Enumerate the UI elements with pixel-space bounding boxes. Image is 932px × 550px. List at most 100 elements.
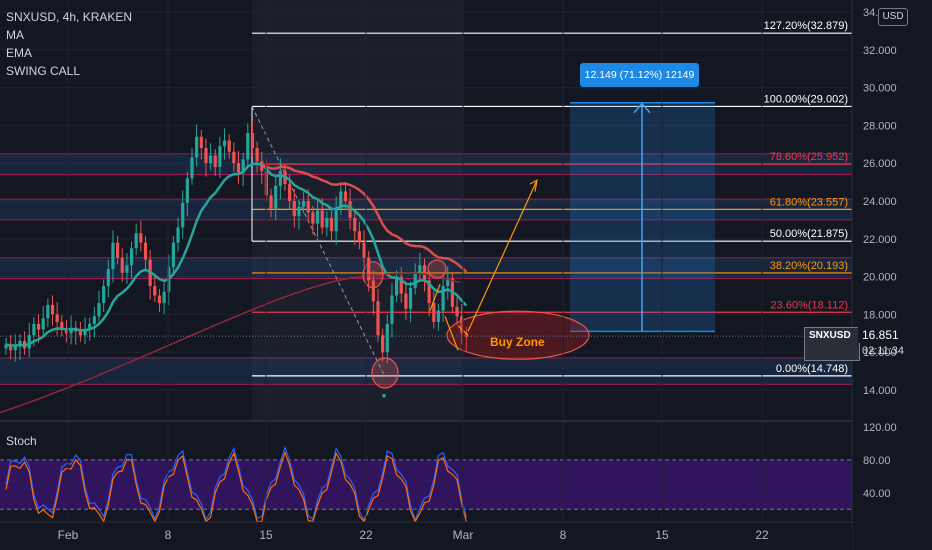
- candle-body: [213, 155, 217, 167]
- candle-body: [288, 183, 292, 201]
- candle-body: [153, 286, 157, 296]
- price-axis-tick: 26.000: [863, 158, 897, 170]
- candle-body: [292, 201, 296, 217]
- candle-body: [255, 148, 259, 162]
- candle-body: [246, 132, 250, 160]
- candle-body: [185, 178, 189, 203]
- candle-body: [83, 329, 87, 336]
- candle-body: [227, 140, 231, 152]
- candle-body: [334, 208, 338, 232]
- candle-body: [218, 146, 222, 167]
- chart-legend: SNXUSD, 4h, KRAKEN MA EMA SWING CALL: [6, 8, 132, 80]
- currency-badge[interactable]: USD: [878, 8, 908, 26]
- candle-body: [390, 295, 394, 324]
- candle-body: [418, 265, 422, 273]
- stoch-legend[interactable]: Stoch: [6, 434, 37, 448]
- buy-zone-label: Buy Zone: [490, 335, 545, 349]
- candle-body: [36, 323, 41, 330]
- price-axis-tick: 16.000: [863, 347, 897, 359]
- candle-body: [32, 323, 36, 336]
- candle-body: [190, 157, 194, 179]
- indicator-ma[interactable]: MA: [6, 28, 24, 42]
- candle-body: [50, 304, 55, 315]
- price-axis-tick: 22.000: [863, 234, 897, 246]
- candle-body: [302, 201, 306, 207]
- candle-body: [64, 329, 69, 334]
- last-price: 16.851: [858, 327, 914, 343]
- indicator-swing-call[interactable]: SWING CALL: [6, 64, 81, 78]
- trend-line: [251, 106, 386, 377]
- measure-label: 12.149 (71.12%) 12149: [580, 63, 699, 87]
- fib-level-label: 61.80%(23.557): [770, 196, 848, 208]
- buy-zone-ellipse: [446, 310, 590, 360]
- time-axis-tick: 22: [359, 528, 373, 542]
- candle-body: [455, 306, 459, 317]
- candle-body: [41, 318, 45, 330]
- candle-body: [320, 210, 324, 228]
- swing-circle: [427, 259, 447, 279]
- candle-body: [102, 286, 106, 304]
- signal-dot: [382, 393, 386, 398]
- candle-body: [385, 323, 389, 353]
- price-axis-tick: 24.000: [863, 196, 897, 208]
- stoch-axis-tick: 120.00: [863, 422, 897, 434]
- candle-body: [125, 265, 129, 273]
- time-axis-tick: 15: [259, 528, 273, 542]
- candle-body: [446, 278, 450, 287]
- candle-body: [464, 333, 468, 338]
- fib-level-label: 127.20%(32.879): [764, 20, 848, 32]
- candle-body: [381, 335, 385, 353]
- candle-body: [176, 227, 180, 243]
- candle-body: [422, 265, 427, 281]
- time-axis-bg: [0, 522, 852, 550]
- fib-level-label: 23.60%(18.112): [771, 299, 848, 311]
- candle-body: [195, 136, 199, 158]
- projection-arrow: [429, 283, 441, 311]
- candle-body: [278, 170, 282, 186]
- candle-body: [199, 136, 203, 149]
- candle-body: [209, 155, 213, 164]
- time-axis-tick: 8: [560, 528, 567, 542]
- candle-body: [181, 202, 185, 228]
- fib-level-label: 50.00%(21.875): [770, 228, 848, 240]
- price-axis-tick: 20.000: [863, 272, 897, 284]
- candle-body: [357, 231, 361, 243]
- candle-body: [129, 248, 134, 266]
- candle-body: [427, 280, 431, 304]
- candle-body: [232, 151, 236, 164]
- candle-body: [111, 242, 115, 270]
- candle-body: [106, 269, 110, 287]
- fib-level-label: 0.00%(14.748): [776, 363, 848, 375]
- fib-level-label: 100.00%(29.002): [764, 93, 848, 105]
- candle-body: [441, 286, 445, 311]
- symbol-line[interactable]: SNXUSD, 4h, KRAKEN: [6, 10, 133, 24]
- candle-body: [134, 233, 138, 249]
- swing-circle: [362, 261, 384, 289]
- candle-body: [297, 206, 301, 217]
- stoch-band: [0, 459, 852, 510]
- ma-line: [261, 164, 468, 273]
- candle-body: [60, 321, 64, 330]
- candle-body: [371, 280, 375, 302]
- ma-long-line: [0, 272, 461, 414]
- candle-body: [27, 335, 31, 349]
- price-axis-tick: 14.000: [863, 385, 897, 397]
- candle-body: [143, 242, 148, 260]
- indicator-ema[interactable]: EMA: [6, 46, 33, 60]
- fib-level-label: 38.20%(20.193): [770, 260, 848, 272]
- candle-body: [325, 218, 329, 228]
- projection-arrowhead: [529, 179, 538, 192]
- projection-arrow: [444, 316, 459, 351]
- candle-body: [120, 257, 124, 273]
- candle-body: [408, 287, 413, 309]
- stoch-axis-tick: 80.00: [863, 455, 891, 467]
- price-axis-tick: 32.000: [863, 45, 897, 57]
- candle-body: [339, 191, 343, 209]
- candle-body: [376, 301, 380, 336]
- candle-body: [9, 344, 13, 351]
- candle-body: [436, 310, 441, 322]
- swing-circle: [371, 357, 399, 389]
- price-axis-tick: 18.000: [863, 309, 897, 321]
- ema-line: [5, 162, 468, 347]
